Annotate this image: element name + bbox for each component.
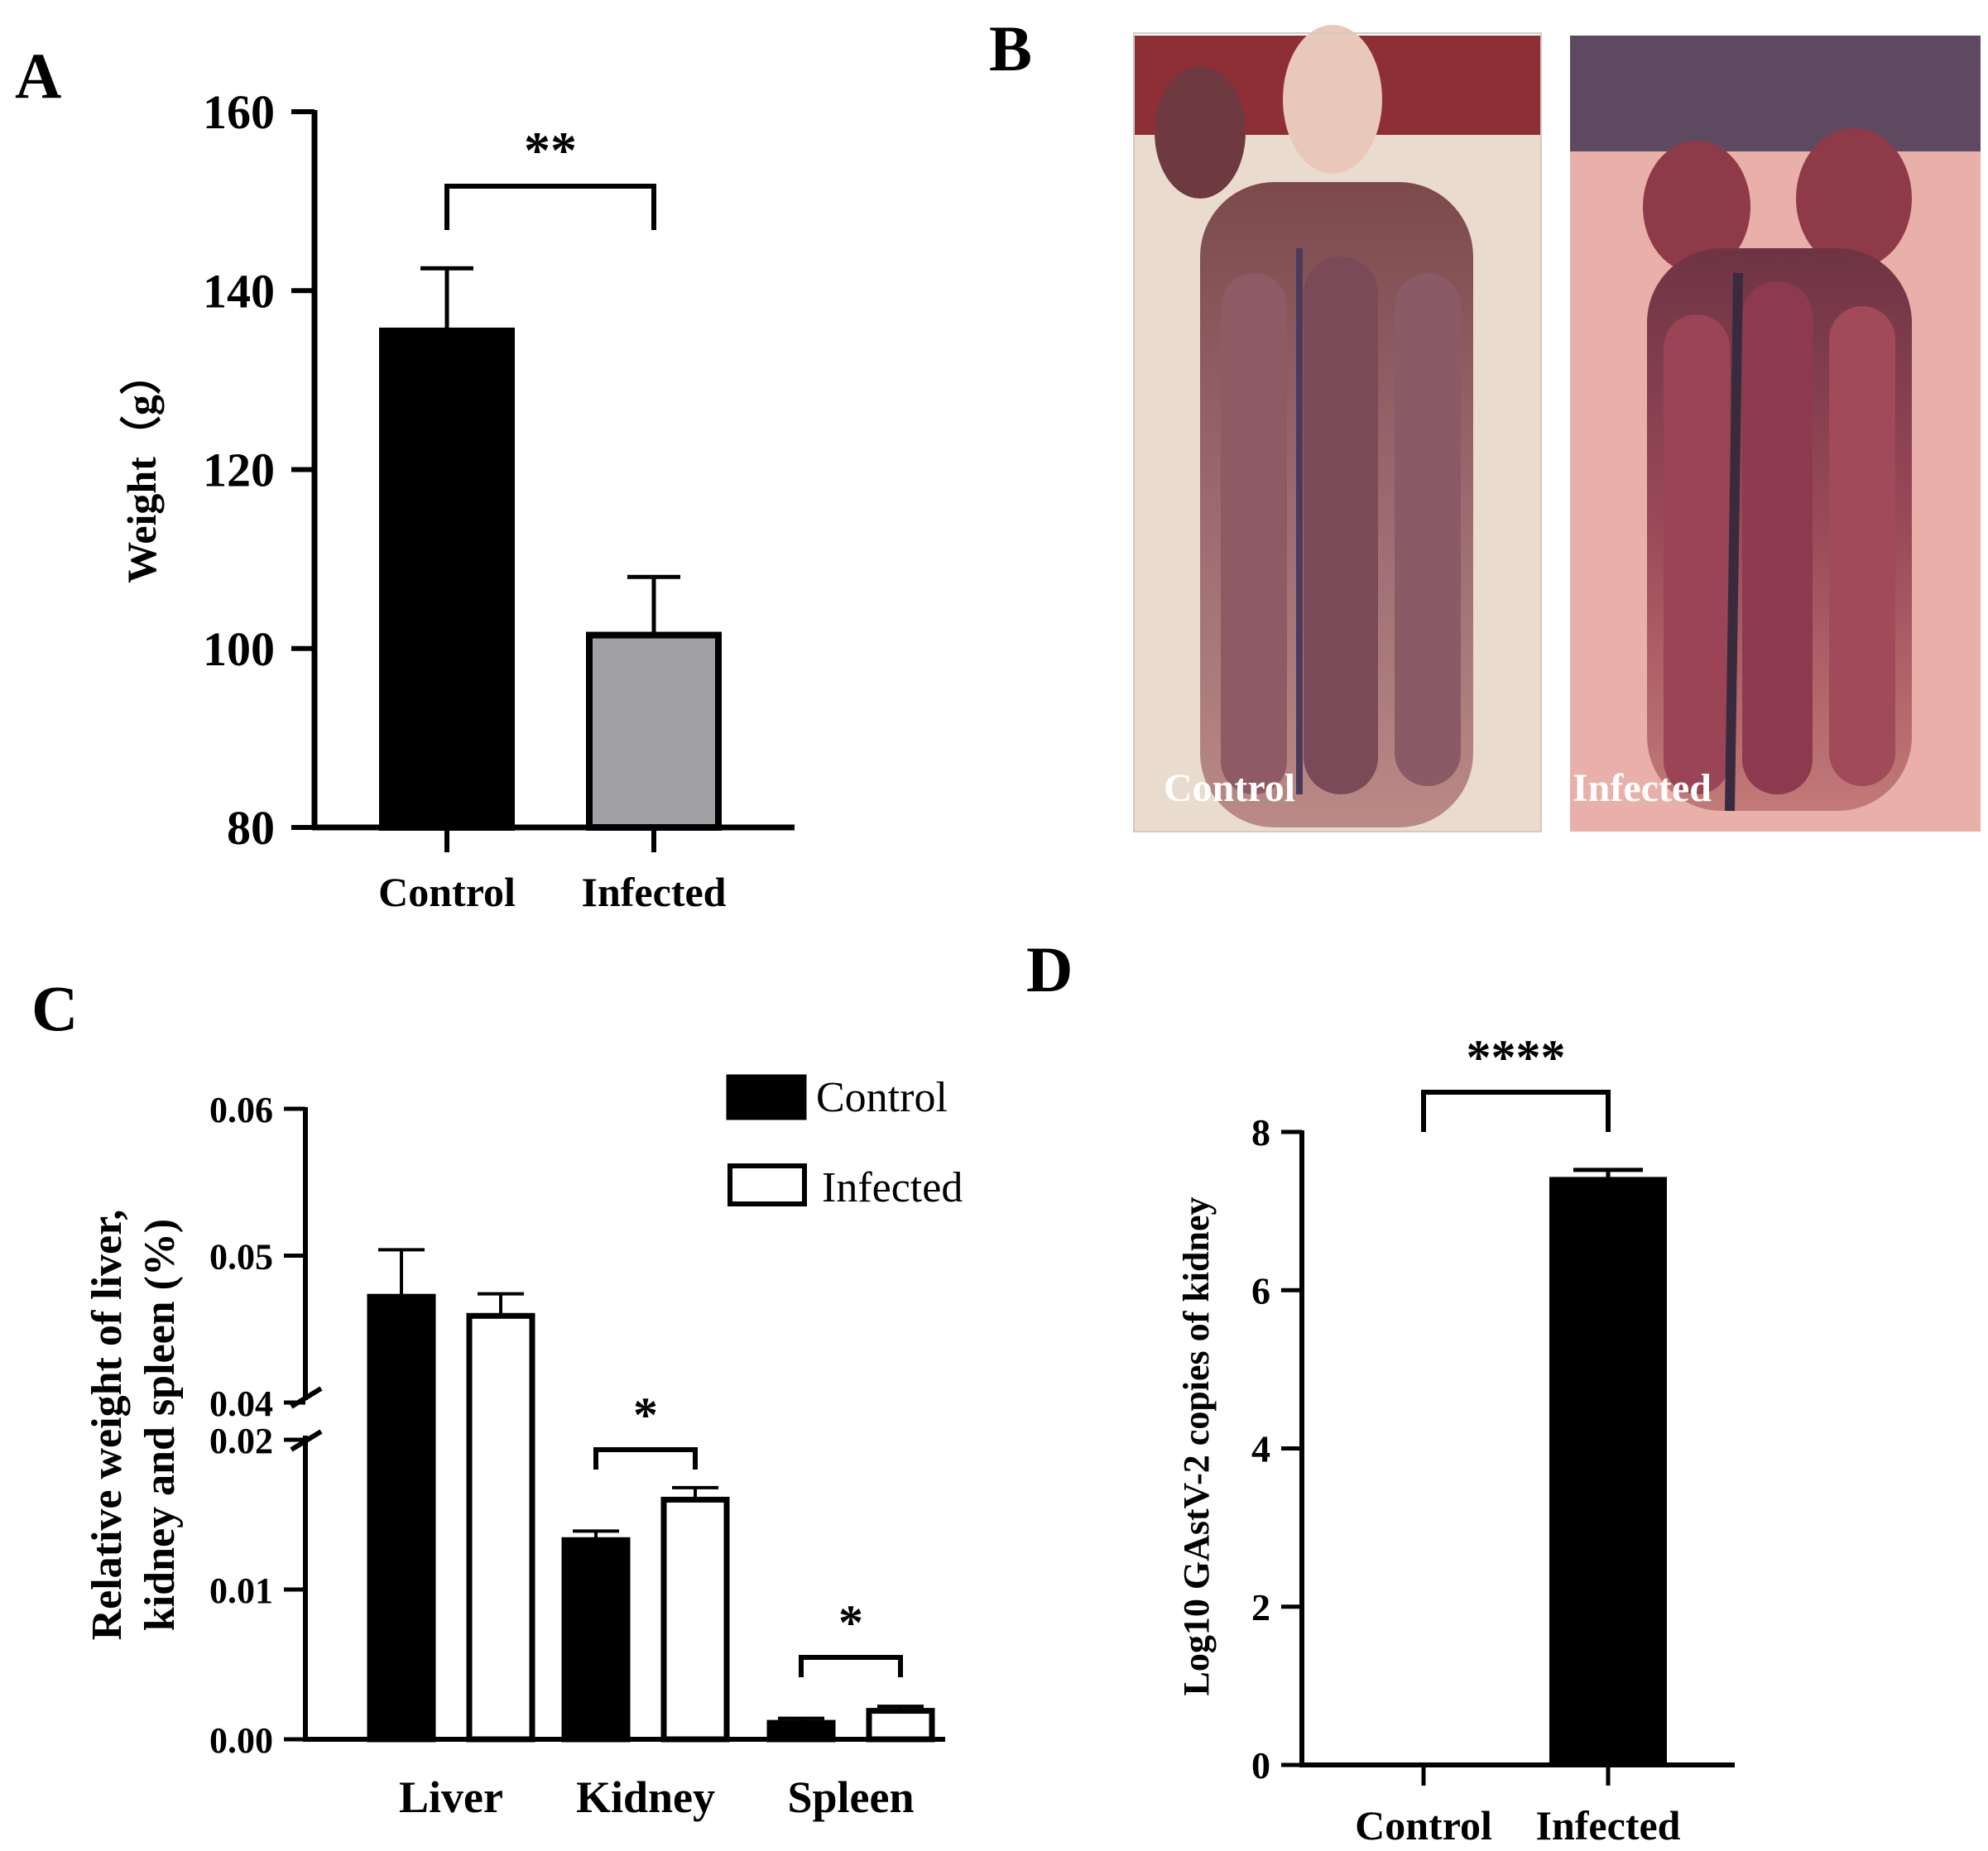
y-tick-label: 80 (227, 801, 275, 855)
y-tick-label: 0.04 (209, 1383, 273, 1424)
x-tick-label: Infected (1536, 1802, 1681, 1849)
panel-label-a: A (15, 40, 61, 112)
y-tick-label: 0.06 (209, 1090, 273, 1130)
x-tick-label-liver: Liver (399, 1772, 503, 1822)
significance-d-bracket (1421, 1090, 1611, 1132)
legend-swatch-control (726, 1074, 807, 1120)
legend: Control Infected (726, 1074, 963, 1211)
y-tick-label: 100 (203, 622, 275, 676)
y-axis-label-line-1: kidney and spleen (%) (137, 1219, 184, 1631)
tissue-photos: Control Infected (1133, 25, 1981, 832)
significance-spleen-bracket (799, 1655, 903, 1677)
panel-label-c: C (31, 972, 78, 1044)
y-tick-label: 0.02 (209, 1421, 273, 1461)
x-tick-label: Control (1355, 1802, 1492, 1849)
viral-copies-chart: 0 2 4 6 8 Control Infected **** Log10 GAstV-2… (1176, 1030, 1735, 1849)
y-tick-label: 0.00 (209, 1720, 273, 1761)
photo-infected: Infected (1570, 36, 1981, 832)
bar-kidney-infected (660, 1496, 730, 1743)
y-tick-label: 0.01 (209, 1570, 273, 1611)
bar-infected (586, 631, 722, 831)
x-tick-label-spleen: Spleen (787, 1772, 914, 1822)
legend-swatch-infected (727, 1163, 807, 1206)
panel-label-d: D (1026, 933, 1073, 1005)
photo-control: Control (1133, 25, 1542, 832)
y-tick-label: 160 (203, 85, 275, 139)
photo-caption-control: Control (1164, 766, 1295, 810)
y-tick-label: 0 (1251, 1744, 1270, 1786)
x-tick-label: Infected (582, 869, 727, 915)
bar-kidney-control (561, 1537, 631, 1743)
significance-kidney-bracket (593, 1447, 698, 1470)
axis-break-mark-lower (290, 1429, 323, 1452)
y-tick-label: 2 (1251, 1586, 1270, 1628)
bar-spleen-infected (866, 1708, 935, 1743)
significance-kidney-label: * (633, 1388, 658, 1442)
y-tick-label: 4 (1251, 1428, 1270, 1470)
y-tick-label: 0.05 (209, 1237, 273, 1278)
photo-caption-infected: Infected (1573, 766, 1712, 810)
bar-liver-infected (466, 1312, 535, 1743)
x-tick-label-kidney: Kidney (576, 1772, 715, 1822)
organ-weight-chart: 0.00 0.01 0.020.04 0.05 0.06 Liver Kidney Sple… (84, 1074, 963, 1822)
panel-label-b: B (989, 12, 1032, 84)
significance-d-label: **** (1467, 1030, 1566, 1085)
legend-label-infected: Infected (822, 1164, 963, 1211)
bar-spleen-control (766, 1719, 836, 1743)
y-axis-label-line-2: Relative weight of liver, (84, 1210, 131, 1641)
y-tick-label: 120 (203, 444, 275, 497)
bar-infected (1549, 1177, 1667, 1767)
y-axis-label: Weight（g） (118, 353, 165, 583)
bar-control (379, 327, 515, 831)
bar-liver-control (367, 1293, 436, 1743)
y-tick-label: 140 (203, 264, 275, 318)
x-tick-label: Control (378, 869, 516, 915)
significance-spleen-label: * (838, 1595, 863, 1650)
legend-label-control: Control (816, 1074, 948, 1121)
weight-chart: 80 100 120 140 160 Control Infected ** Weight… (118, 85, 795, 915)
y-tick-label: 8 (1251, 1111, 1270, 1153)
significance-a-label: ** (524, 121, 577, 180)
y-axis-label: Log10 GAstV-2 copies of kidney (1176, 1197, 1217, 1696)
significance-a-bracket (444, 184, 656, 230)
y-tick-label: 6 (1251, 1269, 1270, 1312)
